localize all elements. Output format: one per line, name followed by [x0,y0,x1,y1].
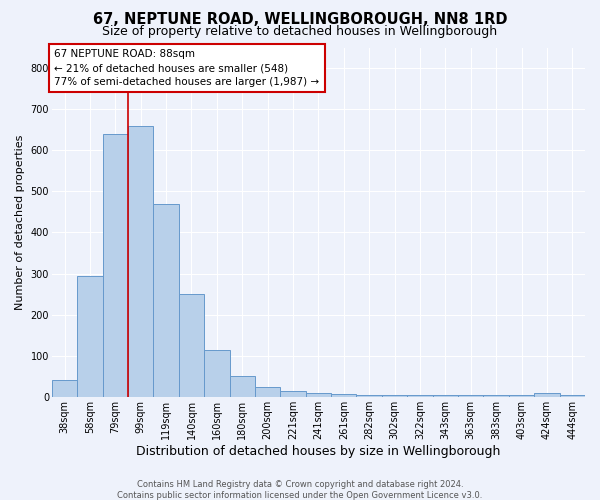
Bar [534,392,560,397]
Bar [356,394,382,397]
Bar [484,394,509,397]
Y-axis label: Number of detached properties: Number of detached properties [15,134,25,310]
Bar [154,204,179,397]
Bar [230,376,255,397]
Bar [255,386,280,397]
Bar [433,394,458,397]
Bar [331,394,356,397]
Bar [382,394,407,397]
Bar [52,380,77,397]
Bar [560,394,585,397]
Bar [77,276,103,397]
Bar [128,126,154,397]
Bar [103,134,128,397]
Bar [458,394,484,397]
Bar [509,394,534,397]
Text: 67, NEPTUNE ROAD, WELLINGBOROUGH, NN8 1RD: 67, NEPTUNE ROAD, WELLINGBOROUGH, NN8 1R… [93,12,507,26]
Text: Size of property relative to detached houses in Wellingborough: Size of property relative to detached ho… [103,25,497,38]
Bar [280,390,306,397]
Text: 67 NEPTUNE ROAD: 88sqm
← 21% of detached houses are smaller (548)
77% of semi-de: 67 NEPTUNE ROAD: 88sqm ← 21% of detached… [55,49,320,87]
Text: Contains HM Land Registry data © Crown copyright and database right 2024.
Contai: Contains HM Land Registry data © Crown c… [118,480,482,500]
X-axis label: Distribution of detached houses by size in Wellingborough: Distribution of detached houses by size … [136,444,500,458]
Bar [407,394,433,397]
Bar [179,294,204,397]
Bar [306,392,331,397]
Bar [204,350,230,397]
